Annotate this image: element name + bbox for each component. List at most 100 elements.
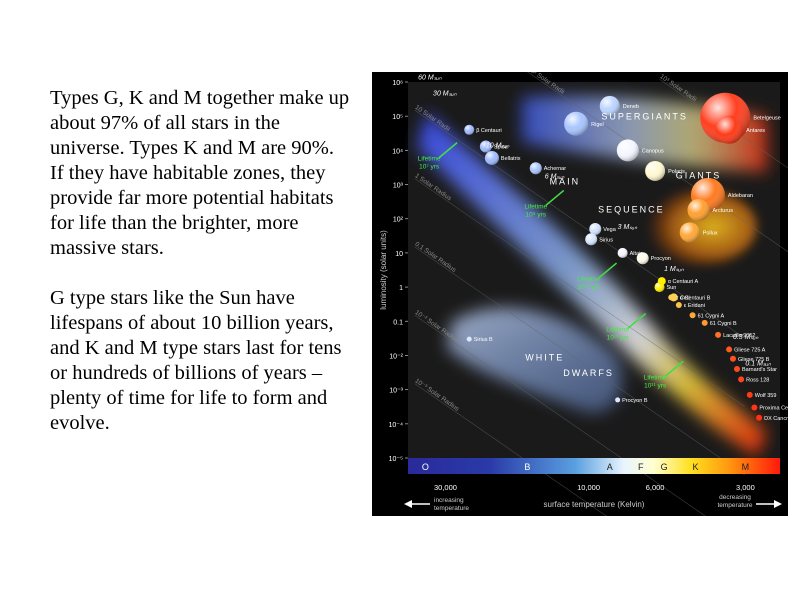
spectral-class-a: A xyxy=(607,462,613,472)
lifetime-label: Lifetime xyxy=(606,327,629,334)
lifetime-pointer xyxy=(598,262,618,279)
star-bellatrix: Bellatrix xyxy=(484,150,521,165)
star-antares: Antares xyxy=(715,115,765,144)
star-rigel: Rigel xyxy=(564,111,604,136)
star-label: 61 Cygni B xyxy=(710,321,737,327)
y-axis-label: luminosity (solar units) xyxy=(379,230,388,310)
star-centauri: β Centauri xyxy=(464,124,502,135)
paragraph-lifespans: G type stars like the Sun have lifespans… xyxy=(50,287,342,434)
decreasing-temperature-note-line2: temperature xyxy=(717,502,752,509)
lifetime-value: 10¹¹ yrs xyxy=(644,382,667,389)
x-tick-label: 6,000 xyxy=(646,483,665,492)
mass-labels: 60 Mₛᵤₙ 30 Mₛᵤₙ 10 Mₛᵤₙ 6 Mₛᵤₙ 3 Mₛᵤₙ 1 Mₛᵤₙ 0… xyxy=(418,74,771,367)
star-label: Sun xyxy=(667,285,677,291)
lifetime-label: Lifetime xyxy=(418,156,441,163)
star-label: α Centauri A xyxy=(668,279,699,285)
lifetime-value: 10¹¹ yrs xyxy=(607,335,630,342)
paragraph-stars-fraction: Types G, K and M together make up about … xyxy=(50,87,350,259)
stars: Deneb Rigel β Centauri Spica Bellatrix Achern… xyxy=(464,92,800,422)
region-label-white: WHITE xyxy=(525,353,564,363)
spectral-class-b: B xyxy=(524,462,530,472)
y-tick-label: 10⁴ xyxy=(392,148,403,155)
mass-label: 6 Mₛᵤₙ xyxy=(545,174,565,181)
star-shading xyxy=(479,140,492,153)
star-procyon: Procyon xyxy=(636,252,671,265)
y-tick-label: 10⁵ xyxy=(392,114,403,121)
y-tick-label: 10⁻² xyxy=(389,353,403,360)
star-lacaille-9352: Lacaille 9352 xyxy=(715,331,755,339)
star-marker xyxy=(675,301,682,308)
star-shading xyxy=(529,162,542,175)
star-spica: Spica xyxy=(479,140,509,153)
lifetime-pointer xyxy=(438,142,458,159)
mass-label: 10 Mₛᵤₙ xyxy=(486,143,510,150)
radius-line xyxy=(414,246,745,476)
star-label: Gliese 725 A xyxy=(734,347,766,353)
star-shading xyxy=(645,160,666,181)
star-label: Lacaille 9352 xyxy=(723,333,755,339)
star-dx-cancri: DX Cancri xyxy=(756,414,789,422)
y-tick-label: 0.1 xyxy=(393,319,403,326)
region-label-sequence: SEQUENCE xyxy=(598,205,665,215)
star-barnard-s-star: Barnard's Star xyxy=(733,366,777,373)
star-wolf-359: Wolf 359 xyxy=(746,391,776,399)
star-marker xyxy=(756,414,763,421)
mass-label: 3 Mₛᵤₙ xyxy=(618,224,638,231)
main-sequence-band xyxy=(417,112,767,457)
region-label-dwarfs: DWARFS xyxy=(563,368,614,378)
star-vega: Vega xyxy=(589,223,617,236)
star-label: Bellatrix xyxy=(501,156,521,162)
lifetime-value: 10⁹ yrs xyxy=(526,211,547,218)
spectral-class-k: K xyxy=(692,462,698,472)
lifetime-value: 10¹⁰ yrs xyxy=(577,283,600,291)
radius-line xyxy=(527,71,800,261)
lifetime-label: Lifetime xyxy=(524,203,547,210)
y-tick-label: 10² xyxy=(393,217,404,224)
star-pollux: Pollux xyxy=(679,222,718,243)
y-tick-label: 10⁻⁴ xyxy=(389,422,404,429)
star-marker xyxy=(738,376,745,383)
increasing-temperature-note-line2: temperature xyxy=(434,505,469,512)
star-gliese-725-b: Gliese 725 B xyxy=(729,355,770,363)
star-label: Proxima Centauri xyxy=(759,406,788,412)
star-61-cygni-a: 61 Cygni A xyxy=(689,312,725,319)
lifetime-pointer xyxy=(627,312,647,330)
star-arcturus: Arcturus xyxy=(687,199,733,222)
y-axis-ticks: 10⁶ 10⁵ 10⁴ 10³ 10² 10 1 0.1 10⁻² 10⁻³ 10⁻⁴ 10⁻⁵ xyxy=(389,80,408,463)
star-shading xyxy=(464,124,475,135)
star-altair: Altair xyxy=(617,247,642,258)
x-tick-label: 3,000 xyxy=(736,483,755,492)
spectral-class-m: M xyxy=(742,462,750,472)
mass-label: 60 Mₛᵤₙ xyxy=(418,74,442,81)
star-sirius-b: Sirius B xyxy=(466,336,493,343)
star-label: Barnard's Star xyxy=(742,367,777,373)
region-label-main: MAIN xyxy=(550,177,581,187)
star-marker xyxy=(466,336,472,342)
star-eridani: ε Eridani xyxy=(675,301,705,309)
lifetime-label: Lifetime xyxy=(577,276,600,283)
star-marker xyxy=(746,391,753,398)
star-marker xyxy=(715,331,722,338)
star-shading xyxy=(679,222,700,243)
region-labels: MAIN SEQUENCE SUPERGIANTS GIANTS WHITE DWARFS xyxy=(525,111,719,378)
decreasing-temperature-note-line1: decreasing xyxy=(719,494,751,501)
lifetime-value: 10⁷ yrs xyxy=(419,164,440,171)
radius-line xyxy=(414,315,745,544)
star-label: DX Cancri xyxy=(764,416,788,422)
mass-label: 30 Mₛᵤₙ xyxy=(433,91,457,98)
star-marker xyxy=(729,355,736,362)
region-label-supergiants: SUPERGIANTS xyxy=(601,111,688,121)
lifetime-pointer xyxy=(664,360,684,377)
star-shading xyxy=(687,199,710,222)
mass-label: 0.1 Mₛᵤₙ xyxy=(745,361,771,368)
y-tick-label: 10³ xyxy=(393,183,404,190)
spectral-class-bar xyxy=(408,458,780,474)
spectral-class-g: G xyxy=(661,462,668,472)
mass-label: 1 Mₛᵤₙ xyxy=(664,266,684,273)
star-label: Procyon xyxy=(651,256,671,262)
star-label: Aldebaran xyxy=(728,193,753,199)
star-label: α Centauri B xyxy=(680,295,711,301)
star-ceti: τ Ceti xyxy=(668,294,690,301)
star-label: Ross 128 xyxy=(746,377,769,383)
